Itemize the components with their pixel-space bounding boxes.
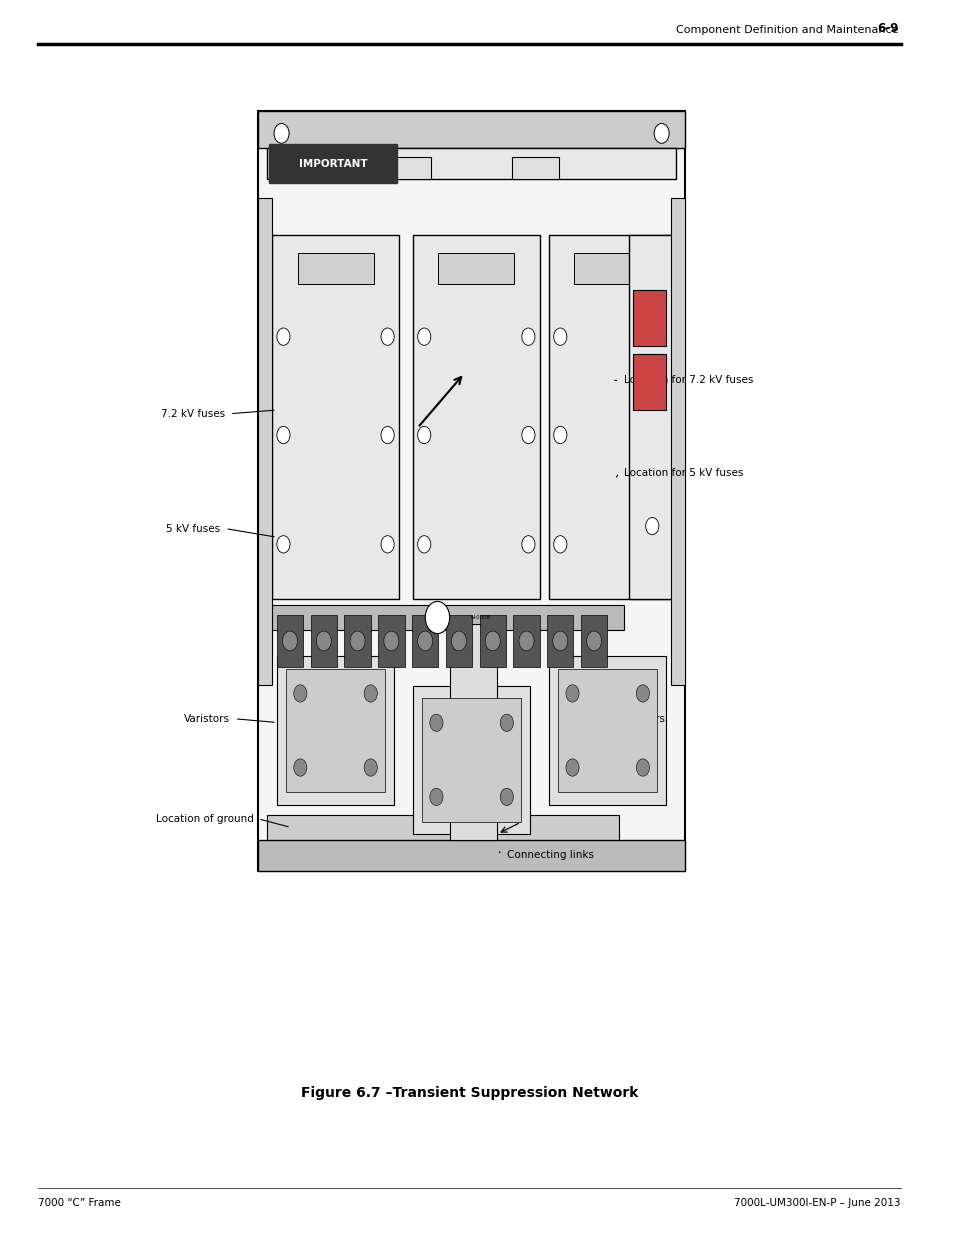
Bar (512, 157, 558, 179)
Bar (258, 198, 272, 685)
Circle shape (364, 684, 376, 701)
Bar (450, 624, 497, 840)
Circle shape (425, 601, 449, 634)
Circle shape (274, 124, 289, 143)
Circle shape (553, 536, 566, 553)
Bar (377, 615, 404, 667)
Circle shape (645, 372, 659, 389)
Circle shape (383, 631, 398, 651)
Text: IMPORTANT: IMPORTANT (298, 158, 367, 169)
Bar (267, 605, 623, 630)
Circle shape (485, 631, 499, 651)
Bar (547, 615, 573, 667)
Circle shape (430, 788, 442, 805)
Bar (549, 657, 665, 805)
Circle shape (276, 426, 290, 443)
Text: Component Definition and Maintenance: Component Definition and Maintenance (675, 25, 898, 35)
Bar (437, 253, 514, 284)
Circle shape (350, 631, 365, 651)
Circle shape (521, 329, 535, 346)
Bar (258, 111, 684, 871)
Bar (558, 669, 657, 793)
Circle shape (586, 631, 601, 651)
Bar (413, 235, 539, 599)
Bar (267, 148, 675, 179)
Text: Varistors: Varistors (618, 714, 665, 724)
Circle shape (294, 758, 307, 777)
Text: Location for 7.2 kV fuses: Location for 7.2 kV fuses (623, 375, 753, 385)
Circle shape (565, 684, 578, 701)
Bar (422, 698, 520, 821)
Bar (311, 615, 336, 667)
Circle shape (553, 329, 566, 346)
Text: 6-9: 6-9 (877, 21, 898, 35)
Circle shape (499, 788, 513, 805)
Circle shape (654, 124, 668, 143)
Circle shape (380, 426, 394, 443)
Circle shape (521, 426, 535, 443)
Bar (258, 840, 684, 871)
Circle shape (645, 517, 659, 535)
Bar (633, 290, 665, 346)
Bar (276, 657, 394, 805)
Bar (413, 685, 530, 834)
Circle shape (636, 758, 649, 777)
Circle shape (417, 329, 431, 346)
Bar (580, 615, 607, 667)
Bar (670, 198, 684, 685)
Bar (513, 615, 539, 667)
Circle shape (380, 329, 394, 346)
Text: 5 kV fuses: 5 kV fuses (166, 524, 220, 534)
Text: Location for 5 kV fuses: Location for 5 kV fuses (623, 468, 742, 478)
Bar (384, 157, 431, 179)
Bar (267, 815, 618, 852)
Circle shape (380, 536, 394, 553)
Bar (272, 235, 398, 599)
Text: Connecting links: Connecting links (506, 850, 593, 860)
Circle shape (316, 631, 331, 651)
Text: Varistors: Varistors (184, 714, 230, 724)
Circle shape (499, 714, 513, 731)
Bar (479, 615, 505, 667)
Circle shape (521, 536, 535, 553)
Circle shape (294, 684, 307, 701)
FancyBboxPatch shape (269, 144, 396, 183)
Circle shape (565, 758, 578, 777)
Bar (276, 615, 303, 667)
Circle shape (282, 631, 297, 651)
Circle shape (451, 631, 466, 651)
Circle shape (417, 426, 431, 443)
Circle shape (553, 426, 566, 443)
Bar (412, 615, 437, 667)
Bar (549, 235, 675, 599)
Text: Figure 6.7 –Transient Suppression Network: Figure 6.7 –Transient Suppression Networ… (300, 1086, 638, 1100)
Circle shape (417, 631, 433, 651)
Bar (628, 235, 675, 599)
Bar (574, 253, 650, 284)
Circle shape (276, 329, 290, 346)
Text: Location of ground: Location of ground (155, 814, 253, 824)
Text: 7000L-UM300I-EN-P – June 2013: 7000L-UM300I-EN-P – June 2013 (734, 1198, 900, 1208)
Circle shape (518, 631, 534, 651)
Bar (344, 615, 371, 667)
Circle shape (552, 631, 567, 651)
Text: N-000B: N-000B (470, 615, 490, 620)
Circle shape (430, 714, 442, 731)
Circle shape (417, 536, 431, 553)
Circle shape (636, 684, 649, 701)
Bar (633, 354, 665, 410)
Text: 7.2 kV fuses: 7.2 kV fuses (161, 409, 225, 419)
Text: 7000 “C” Frame: 7000 “C” Frame (37, 1198, 120, 1208)
Bar (445, 615, 472, 667)
Circle shape (276, 536, 290, 553)
Bar (258, 111, 684, 148)
Circle shape (364, 758, 376, 777)
Bar (286, 669, 384, 793)
Bar (297, 253, 374, 284)
